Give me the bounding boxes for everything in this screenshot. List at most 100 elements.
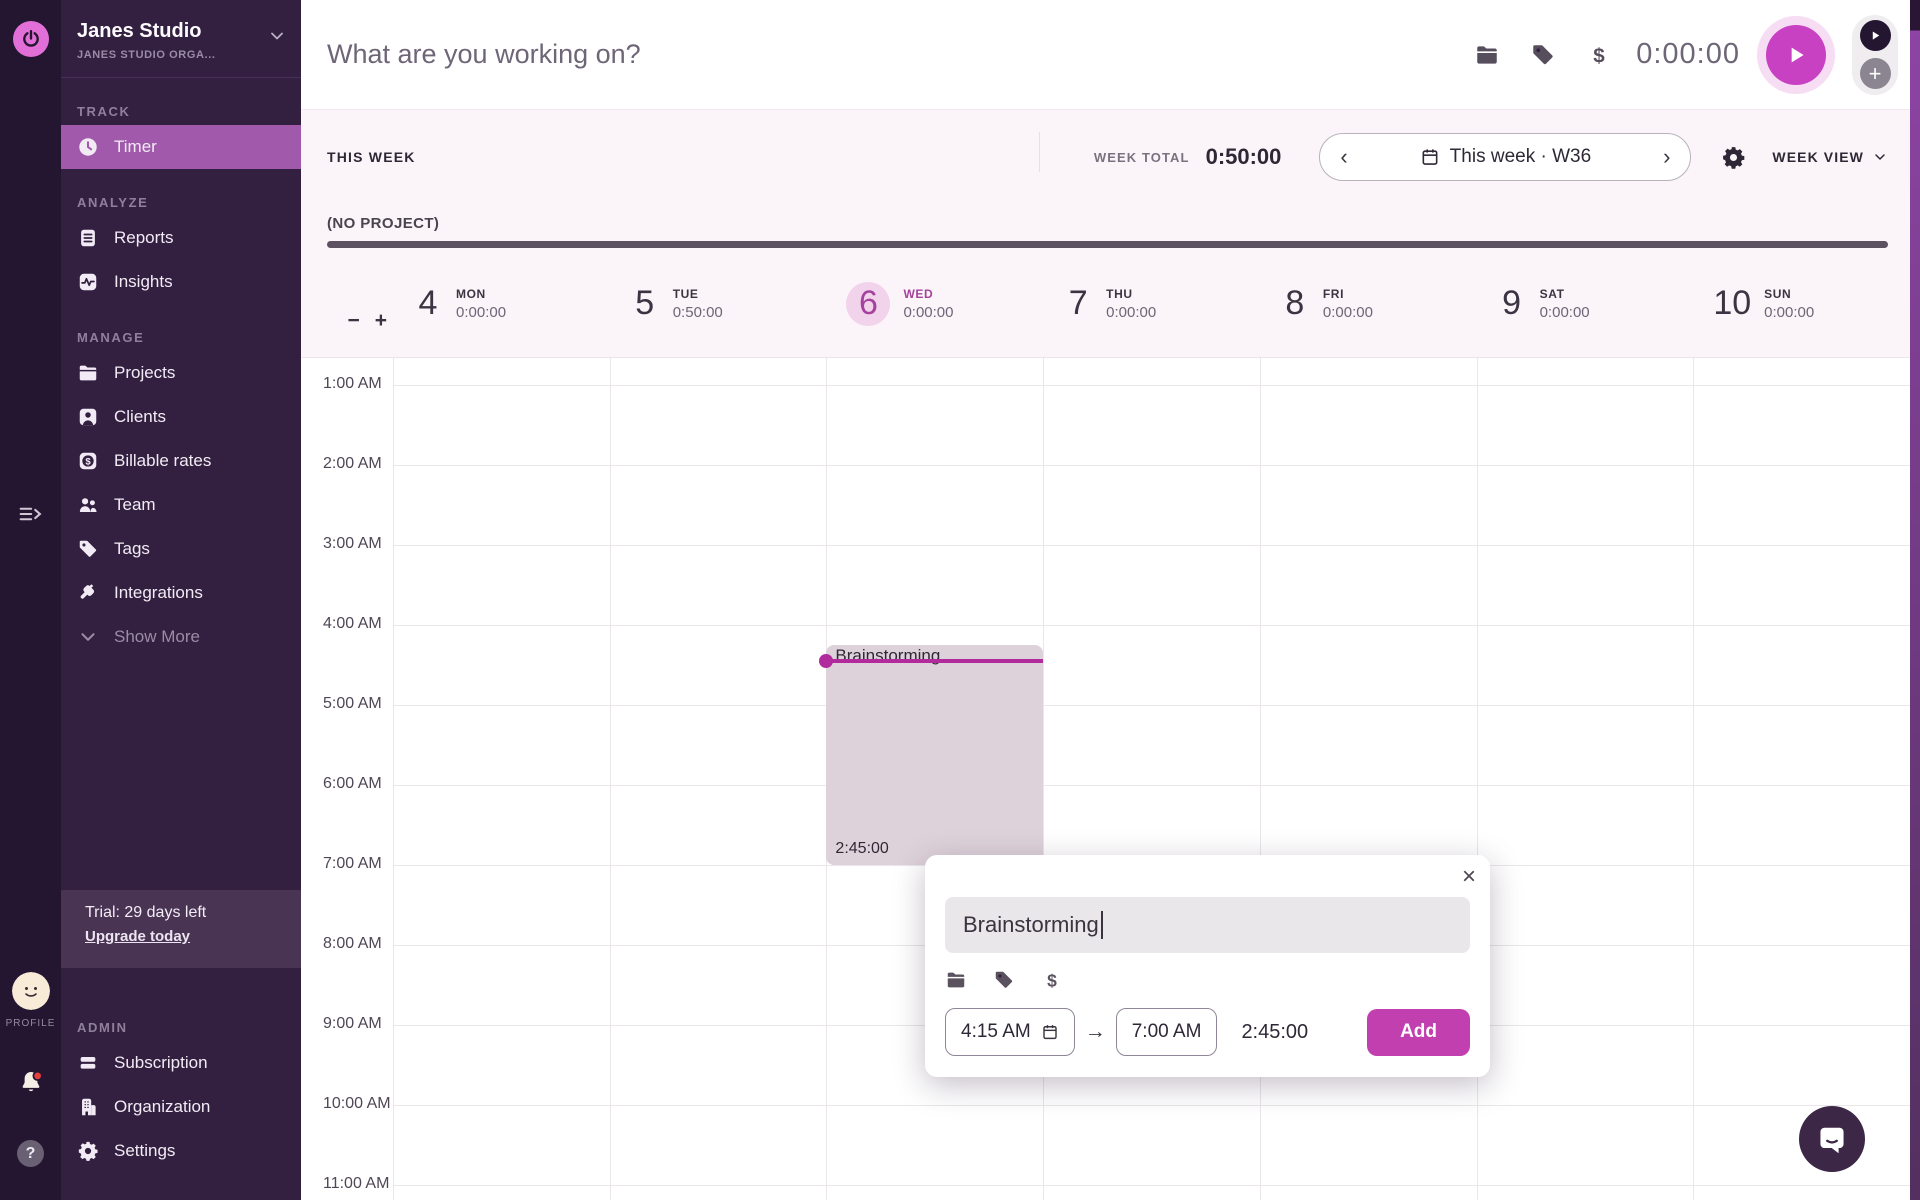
dollar-badge-icon: $ — [77, 450, 99, 472]
day-column[interactable] — [1693, 358, 1910, 1200]
day-column[interactable] — [393, 358, 610, 1200]
duration-value: 2:45:00 — [1241, 1020, 1309, 1043]
event-drag-line[interactable] — [819, 654, 1044, 668]
project-folder-icon[interactable] — [945, 969, 967, 991]
zoom-in-button[interactable]: + — [374, 309, 387, 332]
day-header[interactable]: 10 SUN 0:00:00 — [1693, 250, 1910, 357]
project-summary-row: (NO PROJECT) — [327, 215, 1888, 248]
day-column[interactable] — [609, 358, 827, 1200]
chevron-down-icon — [1872, 149, 1888, 165]
hour-label: 10:00 AM — [323, 1095, 391, 1112]
timer-top-bar: $ 0:00:00 + — [301, 0, 1910, 110]
sidebar-item[interactable]: Insights — [61, 260, 301, 304]
sidebar-item[interactable]: Timer — [61, 125, 301, 169]
billable-dollar-icon[interactable]: $ — [1586, 42, 1612, 68]
hour-label: 6:00 AM — [323, 775, 382, 792]
sidebar-item-label: Integrations — [114, 583, 203, 602]
sidebar-item[interactable]: Reports — [61, 216, 301, 260]
billable-dollar-icon[interactable]: $ — [1041, 969, 1063, 991]
day-total: 0:00:00 — [456, 303, 507, 321]
profile-button[interactable]: PROFILE — [0, 972, 61, 1029]
day-column[interactable] — [1043, 358, 1260, 1200]
svg-text:$: $ — [1047, 970, 1057, 990]
hour-label: 2:00 AM — [323, 455, 382, 472]
sidebar-item[interactable]: Organization — [61, 1085, 301, 1129]
project-label: (NO PROJECT) — [327, 215, 440, 232]
sidebar-item[interactable]: Subscription — [61, 1041, 301, 1085]
project-folder-icon[interactable] — [1474, 42, 1500, 68]
day-total: 0:00:00 — [903, 303, 954, 321]
entry-description-value: Brainstorming — [963, 912, 1099, 937]
next-week-button[interactable]: › — [1663, 144, 1671, 169]
tag-icon[interactable] — [993, 969, 1015, 991]
hour-label: 3:00 AM — [323, 535, 382, 552]
start-time-value: 4:15 AM — [961, 1021, 1031, 1042]
calendar-settings-gear-icon[interactable] — [1721, 145, 1746, 170]
hour-label: 8:00 AM — [323, 935, 382, 952]
event-drag-handle[interactable] — [819, 654, 834, 668]
timer-display: 0:00:00 — [1636, 38, 1740, 70]
week-total-label: WEEK TOTAL — [1093, 149, 1190, 165]
day-header[interactable]: 7 THU 0:00:00 — [1043, 250, 1260, 357]
close-icon[interactable]: × — [1461, 863, 1476, 890]
expand-sidebar-icon[interactable] — [16, 500, 44, 528]
timer-mode-button[interactable] — [1859, 20, 1891, 51]
hour-label: 11:00 AM — [323, 1175, 390, 1192]
prev-week-button[interactable]: ‹ — [1340, 144, 1348, 169]
sidebar-item[interactable]: Team — [61, 483, 301, 527]
tag-icon — [77, 538, 99, 560]
calendar-event-brainstorming[interactable]: Brainstorming 2:45:00 — [819, 645, 1044, 865]
sidebar-item[interactable]: Show More — [61, 615, 301, 659]
team-icon — [77, 494, 99, 516]
avatar[interactable] — [11, 972, 50, 1010]
tag-icon[interactable] — [1530, 42, 1556, 68]
hour-label: 7:00 AM — [323, 855, 382, 872]
day-number: 8 — [1285, 284, 1305, 322]
start-time-picker[interactable]: 4:15 AM — [945, 1008, 1075, 1056]
sidebar-item-label: Reports — [114, 228, 174, 247]
sidebar-item[interactable]: Settings — [61, 1129, 301, 1173]
sidebar-section-manage: MANAGE Projects Clients $ Billable rates… — [61, 330, 301, 659]
sidebar-item[interactable]: Projects — [61, 351, 301, 395]
vertical-scrollbar[interactable] — [1910, 0, 1920, 1200]
day-header[interactable]: 8 FRI 0:00:00 — [1260, 250, 1477, 357]
sidebar-item[interactable]: Integrations — [61, 571, 301, 615]
view-selector[interactable]: WEEK VIEW — [1772, 149, 1888, 165]
zoom-out-button[interactable]: − — [347, 309, 360, 332]
end-time-picker[interactable]: 7:00 AM — [1115, 1008, 1218, 1056]
hour-label: 5:00 AM — [323, 695, 382, 712]
play-icon — [1783, 42, 1809, 68]
day-name: FRI — [1322, 286, 1345, 301]
day-name: SAT — [1539, 286, 1565, 301]
day-header-row: − + 4 MON 0:00:00 5 TUE 0:50:00 — [301, 250, 1910, 357]
day-column[interactable] — [1476, 358, 1694, 1200]
week-range-picker[interactable]: ‹ This week · W36 › — [1319, 133, 1692, 181]
workspace-switcher[interactable]: Janes Studio JANES STUDIO ORGA... — [61, 0, 301, 78]
gear-icon — [77, 1140, 99, 1162]
entry-description-field[interactable]: Brainstorming — [945, 897, 1470, 953]
sidebar-item-label: Organization — [114, 1097, 211, 1116]
add-button[interactable]: Add — [1367, 1008, 1470, 1056]
notifications-bell-icon[interactable] — [16, 1068, 46, 1098]
day-header[interactable]: 6 WED 0:00:00 — [826, 250, 1043, 357]
app-logo[interactable] — [13, 21, 49, 57]
day-header[interactable]: 5 TUE 0:50:00 — [610, 250, 827, 357]
day-header[interactable]: 9 SAT 0:00:00 — [1477, 250, 1694, 357]
day-header[interactable]: 4 MON 0:00:00 — [393, 250, 610, 357]
section-label: TRACK — [77, 104, 131, 119]
upgrade-link[interactable]: Upgrade today — [85, 928, 191, 945]
day-column[interactable] — [1259, 358, 1477, 1200]
sidebar-item[interactable]: $ Billable rates — [61, 439, 301, 483]
day-name: THU — [1106, 286, 1133, 301]
workspace-name: Janes Studio — [77, 20, 202, 42]
sidebar-item[interactable]: Tags — [61, 527, 301, 571]
support-chat-button[interactable] — [1799, 1106, 1865, 1172]
sidebar-item[interactable]: Clients — [61, 395, 301, 439]
chevron-down-icon — [267, 26, 287, 46]
help-button[interactable]: ? — [17, 1140, 44, 1167]
manual-mode-button[interactable]: + — [1859, 58, 1891, 89]
start-timer-button[interactable] — [1766, 24, 1826, 85]
clock-icon — [77, 136, 99, 158]
view-label: WEEK VIEW — [1772, 149, 1864, 165]
time-entry-input[interactable] — [327, 39, 1475, 70]
